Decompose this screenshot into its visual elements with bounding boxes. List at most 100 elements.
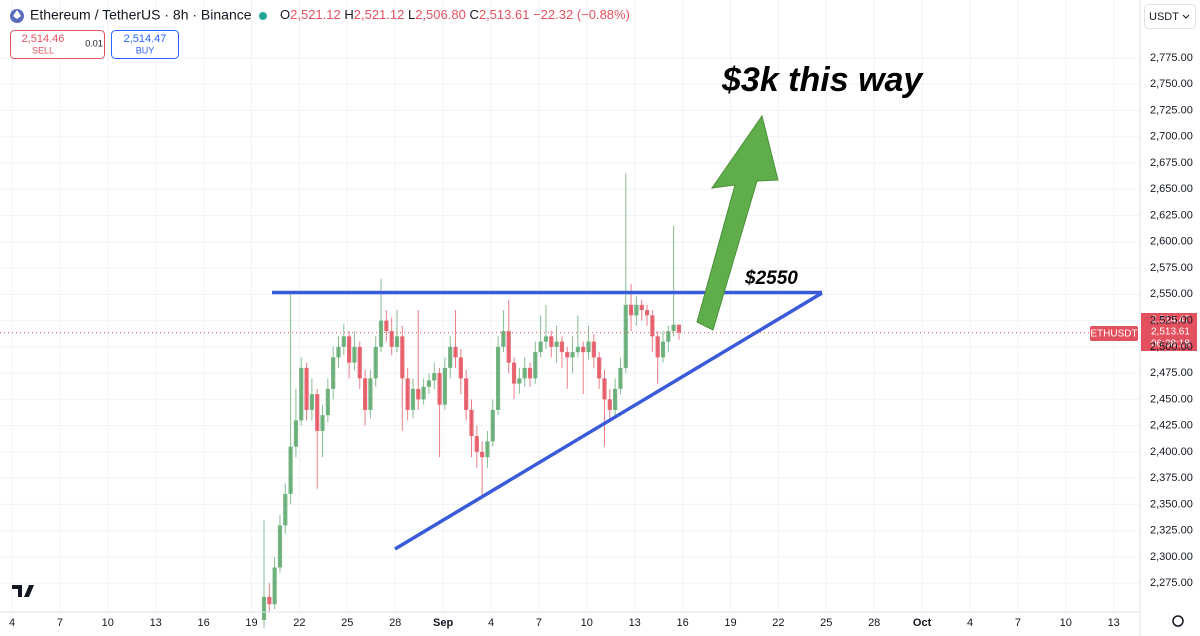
candle-body <box>607 399 612 410</box>
candle-body <box>522 367 527 379</box>
x-tick-label: 10 <box>581 617 593 629</box>
ohlc-value: 2,521.12 <box>290 7 341 22</box>
candle-body <box>400 336 405 379</box>
buy-price: 2,514.47 <box>124 33 167 45</box>
x-tick-label: 28 <box>389 617 401 629</box>
candle-body <box>527 367 533 379</box>
candle-body <box>628 304 634 316</box>
candle-body <box>362 378 368 410</box>
candle-body <box>267 596 272 605</box>
candle-body <box>644 310 650 316</box>
sell-label: SELL <box>32 45 54 55</box>
candle-body <box>293 420 299 447</box>
candle-body <box>554 341 559 347</box>
candle-body <box>299 367 304 421</box>
x-tick-label: 28 <box>868 617 880 629</box>
candle-body <box>495 346 501 410</box>
price-tag-text: 2,513.61 <box>1151 327 1190 338</box>
candle-body <box>485 441 490 458</box>
ohlc-key: H <box>344 7 353 22</box>
candle-body <box>378 320 384 347</box>
candle-body <box>389 331 394 347</box>
y-tick-label: 2,375.00 <box>1150 472 1193 484</box>
tv-logo <box>12 585 34 597</box>
settings-icon[interactable] <box>1172 615 1184 627</box>
x-tick-label: 7 <box>57 617 63 629</box>
ohlc-key: C <box>469 7 478 22</box>
x-tick-label: 4 <box>488 617 494 629</box>
symbol-title[interactable]: Ethereum / TetherUS · 8h · Binance <box>30 7 252 23</box>
candle-body <box>570 352 575 358</box>
candle-body <box>575 346 580 353</box>
candle-body <box>666 331 671 342</box>
candle-body <box>565 352 570 358</box>
symbol-tag-text: ETHUSDT <box>1090 329 1137 340</box>
sell-button[interactable] <box>10 30 105 59</box>
price-tag-text: 2,514.47 <box>1151 315 1190 326</box>
x-tick-label: 7 <box>536 617 542 629</box>
ohlc-value: 2,506.80 <box>415 7 466 22</box>
y-tick-label: 2,425.00 <box>1150 420 1193 432</box>
buy-button[interactable] <box>111 30 179 59</box>
y-tick-label: 2,775.00 <box>1150 52 1193 64</box>
x-tick-label: 22 <box>293 617 305 629</box>
ohlc-key: O <box>280 7 290 22</box>
candle-body <box>432 373 437 381</box>
x-tick-label: 25 <box>820 617 832 629</box>
candle-body <box>331 357 336 389</box>
candle-body <box>394 336 400 347</box>
x-tick-label: 19 <box>724 617 736 629</box>
candle-body <box>309 394 314 410</box>
candle-body <box>341 336 346 347</box>
candle-body <box>336 346 341 358</box>
candle-body <box>613 388 618 410</box>
candle-body <box>373 346 378 379</box>
x-tick-label: Sep <box>433 617 453 629</box>
candle-body <box>660 341 666 358</box>
candle-body <box>506 331 511 363</box>
currency-select[interactable] <box>1144 4 1196 29</box>
candle-body <box>474 436 479 452</box>
y-tick-label: 2,400.00 <box>1150 446 1193 458</box>
candle-body <box>272 567 277 605</box>
grid <box>0 0 1140 612</box>
x-tick-label: 25 <box>341 617 353 629</box>
candle-body <box>261 596 267 620</box>
candle-body <box>352 346 357 363</box>
y-tick-label: 2,525.00 <box>1150 315 1193 327</box>
status-dot <box>259 12 267 20</box>
y-tick-label: 2,700.00 <box>1150 131 1193 143</box>
candle-body <box>458 357 463 379</box>
x-tick-label: 19 <box>245 617 257 629</box>
y-tick-label: 2,625.00 <box>1150 209 1193 221</box>
candle-body <box>650 315 655 337</box>
candle-body <box>586 341 591 353</box>
x-tick-label: 4 <box>9 617 15 629</box>
candle-body <box>283 493 288 526</box>
y-tick-label: 2,350.00 <box>1150 498 1193 510</box>
candle-body <box>597 357 602 379</box>
candle-body <box>442 367 447 405</box>
y-tick-label: 2,650.00 <box>1150 183 1193 195</box>
candle-body <box>671 324 676 332</box>
candle-body <box>618 367 623 389</box>
candle-body <box>559 341 565 353</box>
candle-body <box>543 336 549 342</box>
candle-body <box>581 346 586 353</box>
candle-body <box>416 388 421 400</box>
candle-body <box>347 336 352 363</box>
candle-body <box>405 378 410 410</box>
x-tick-label: 16 <box>676 617 688 629</box>
dropdown-caret <box>1182 14 1190 19</box>
y-tick-label: 2,325.00 <box>1150 525 1193 537</box>
y-tick-label: 2,300.00 <box>1150 551 1193 563</box>
candle-body <box>421 386 426 400</box>
candle-body <box>511 362 517 384</box>
x-tick-label: 10 <box>102 617 114 629</box>
candle-body <box>325 388 330 416</box>
candle-body <box>517 378 522 384</box>
x-tick-label: 7 <box>1015 617 1021 629</box>
candle-body <box>426 380 432 387</box>
candle-body <box>437 373 442 405</box>
